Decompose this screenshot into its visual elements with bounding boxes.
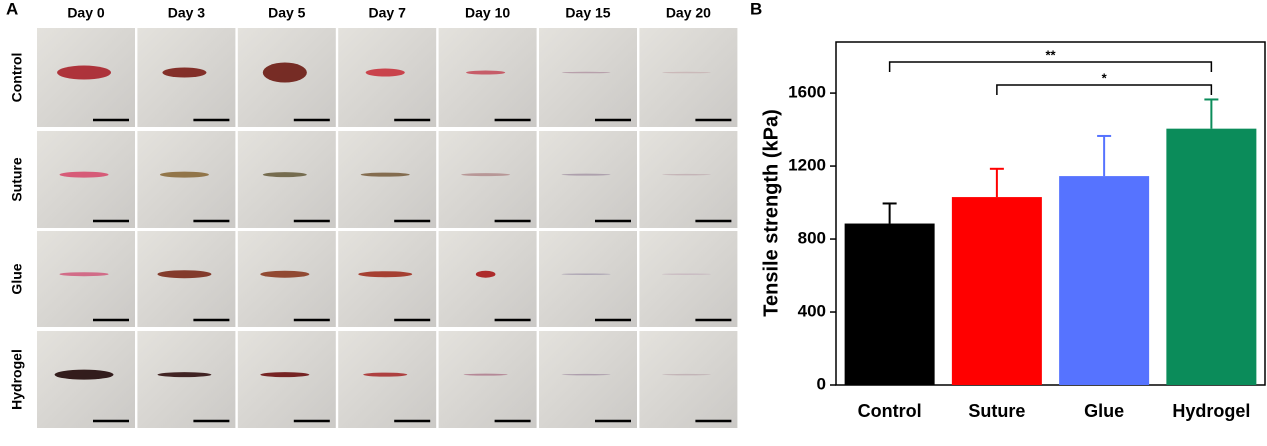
y-tick-label: 1200	[788, 156, 826, 175]
photo	[237, 231, 336, 327]
wound	[661, 173, 711, 176]
photo	[37, 231, 135, 327]
significance-bracket	[888, 61, 1213, 72]
y-axis-label: Tensile strength (kPa)	[760, 109, 782, 316]
photo	[438, 28, 537, 127]
wound	[260, 372, 310, 378]
photo	[438, 231, 537, 327]
wound	[157, 372, 212, 378]
column-label: Day 0	[67, 5, 105, 21]
column-label: Day 10	[465, 5, 510, 21]
significance-label: *	[1102, 70, 1108, 85]
row-label: Hydrogel	[9, 349, 25, 410]
bar	[844, 223, 935, 385]
y-tick-label: 400	[798, 302, 826, 321]
photo	[338, 131, 437, 228]
photo	[237, 331, 336, 428]
significance-bracket	[996, 84, 1213, 95]
bar	[951, 197, 1042, 385]
photo	[639, 28, 738, 127]
wound	[561, 373, 611, 376]
wound	[661, 273, 711, 275]
wound	[54, 369, 114, 380]
significance-label: **	[1045, 47, 1056, 62]
photo	[639, 131, 738, 228]
y-tick-label: 800	[798, 229, 826, 248]
photo	[539, 231, 637, 327]
wound	[461, 173, 511, 177]
y-tick-label: 0	[817, 374, 826, 393]
photo	[137, 131, 236, 228]
panel-label: A	[6, 0, 18, 18]
photo	[338, 231, 437, 327]
wound	[463, 373, 508, 376]
photo	[539, 28, 637, 127]
photo	[438, 131, 537, 228]
wound	[57, 65, 111, 80]
bar	[1059, 176, 1150, 385]
photo	[37, 131, 135, 228]
row-label: Glue	[9, 263, 25, 294]
wound	[262, 62, 307, 83]
photo	[338, 331, 437, 428]
x-tick-label: Suture	[968, 401, 1025, 421]
wound	[661, 373, 711, 376]
column-label: Day 7	[369, 5, 407, 21]
wound	[561, 71, 611, 74]
wound	[561, 173, 611, 176]
column-label: Day 20	[666, 5, 711, 21]
wound	[561, 273, 611, 275]
wound	[365, 68, 405, 77]
photo	[237, 131, 336, 228]
x-tick-label: Control	[858, 401, 922, 421]
wound	[59, 171, 109, 178]
wound	[360, 172, 410, 177]
bar	[1166, 128, 1257, 385]
column-label: Day 3	[168, 5, 206, 21]
y-tick-label: 1600	[788, 83, 826, 102]
photo	[338, 28, 437, 127]
photo	[438, 331, 537, 428]
photo	[539, 131, 637, 228]
photo	[639, 331, 738, 428]
wound	[59, 272, 109, 277]
photo	[539, 331, 637, 428]
wound	[661, 71, 711, 74]
wound	[262, 172, 307, 178]
wound	[363, 372, 408, 377]
row-label: Suture	[9, 157, 25, 202]
wound	[260, 270, 310, 278]
x-tick-label: Glue	[1084, 401, 1124, 421]
x-tick-label: Hydrogel	[1172, 401, 1250, 421]
plot-frame	[835, 41, 1266, 386]
column-label: Day 5	[268, 5, 306, 21]
wound	[466, 70, 506, 75]
wound	[162, 67, 207, 78]
row-label: Control	[9, 53, 25, 103]
wound	[159, 171, 209, 178]
photo	[137, 231, 236, 327]
panel-label: B	[750, 0, 762, 18]
wound	[157, 270, 212, 279]
photo	[137, 331, 236, 428]
column-label: Day 15	[565, 5, 610, 21]
wound	[475, 270, 496, 278]
photo	[639, 231, 738, 327]
wound	[358, 271, 413, 278]
